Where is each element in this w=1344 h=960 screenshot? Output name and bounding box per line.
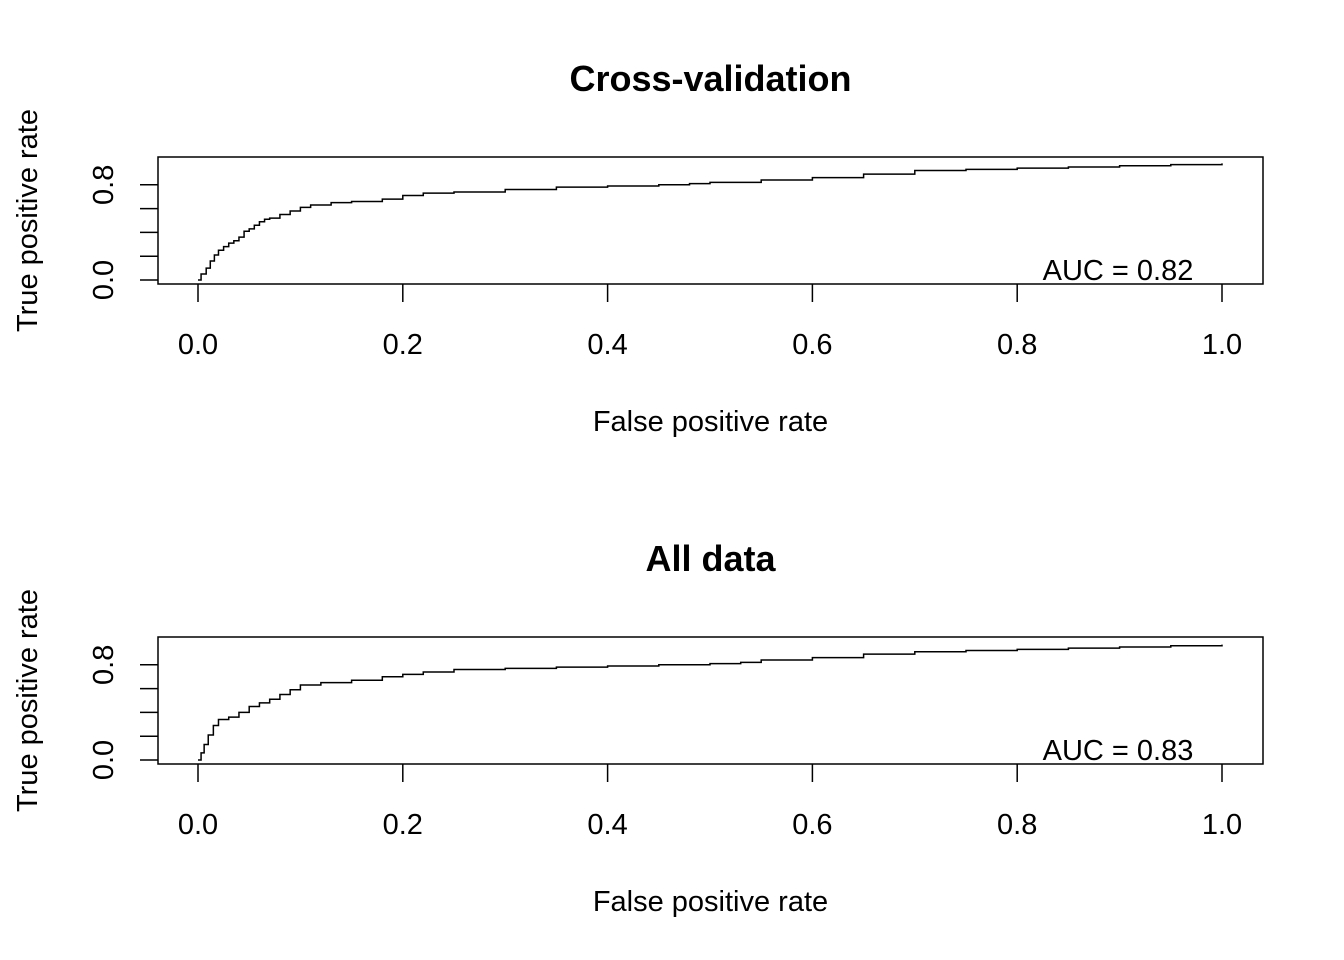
y-tick-label: 0.0 [88,740,120,780]
x-tick-label: 0.2 [383,329,423,361]
chart-panel-1: Cross-validation 0.0 0.2 0.4 0.6 0.8 1.0 0.0 0.8… [12,58,1264,438]
x-axis-label: False positive rate [593,406,828,438]
roc-curve-line [198,163,1223,281]
x-axis-label: False positive rate [593,886,828,918]
y-axis-label: True positive rate [12,589,44,812]
auc-annotation: AUC = 0.82 [1043,255,1194,287]
y-tick-label: 0.8 [88,165,120,205]
plot-frame [157,156,1264,285]
y-axis-label: True positive rate [12,109,44,332]
x-tick-label: 1.0 [1202,809,1242,841]
x-tick-label: 1.0 [1202,329,1242,361]
chart-title: All data [645,538,776,579]
auc-annotation: AUC = 0.83 [1043,735,1194,767]
x-tick-label: 0.6 [792,329,832,361]
roc-curve-line [198,644,1223,761]
x-tick-label: 0.0 [178,329,218,361]
x-tick-label: 0.6 [792,809,832,841]
chart-panel-2: All data 0.0 0.2 0.4 0.6 0.8 1.0 0.0 0.8 False po… [12,538,1264,918]
x-tick-label: 0.4 [587,809,627,841]
x-tick-label: 0.8 [997,329,1037,361]
x-tick-label: 0.8 [997,809,1037,841]
chart-title: Cross-validation [569,58,851,99]
x-tick-label: 0.0 [178,809,218,841]
y-tick-label: 0.8 [88,645,120,685]
plot-frame [157,636,1264,765]
x-tick-label: 0.4 [587,329,627,361]
x-tick-label: 0.2 [383,809,423,841]
y-tick-label: 0.0 [88,260,120,300]
